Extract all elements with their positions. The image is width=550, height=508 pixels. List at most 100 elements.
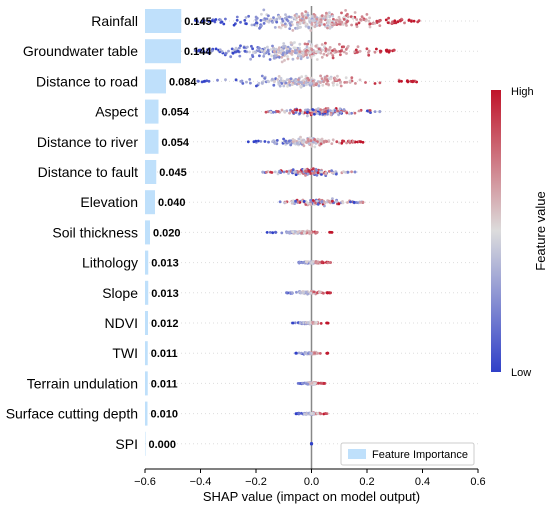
shap-point	[320, 200, 324, 203]
shap-point	[320, 43, 324, 46]
shap-point	[291, 29, 295, 32]
shap-point	[250, 44, 253, 48]
shap-point	[394, 21, 398, 25]
shap-point	[330, 169, 333, 173]
shap-point	[272, 83, 276, 87]
shap-point	[339, 110, 343, 114]
shap-point	[272, 47, 276, 51]
importance-value: 0.045	[159, 167, 187, 179]
shap-point	[322, 382, 326, 385]
shap-point	[306, 321, 310, 325]
shap-point	[369, 111, 372, 114]
legend-label: Feature Importance	[372, 449, 468, 461]
shap-point	[257, 49, 261, 53]
shap-point	[296, 171, 300, 174]
shap-point	[284, 139, 287, 143]
importance-bar	[145, 69, 166, 94]
importance-value: 0.084	[169, 76, 197, 88]
shap-point	[320, 14, 324, 17]
colorbar-title: Feature value	[533, 191, 548, 271]
shap-point	[282, 137, 285, 141]
shap-point	[296, 56, 300, 60]
shap-point	[312, 167, 315, 171]
feature-label: Distance to road	[36, 73, 138, 89]
shap-point	[323, 23, 326, 26]
shap-point	[285, 291, 288, 295]
shap-point	[245, 22, 248, 26]
shap-point	[390, 22, 394, 25]
shap-point	[327, 139, 331, 142]
shap-point	[318, 291, 321, 294]
shap-point	[340, 20, 344, 24]
shap-point	[263, 140, 267, 143]
shap-point	[298, 172, 302, 176]
shap-point	[251, 55, 255, 58]
shap-point	[255, 84, 258, 88]
shap-point	[318, 80, 322, 84]
shap-point	[294, 351, 298, 355]
x-axis-label: SHAP value (impact on model output)	[203, 489, 420, 504]
shap-point	[300, 75, 304, 79]
shap-point	[302, 138, 306, 142]
shap-point	[289, 77, 293, 81]
importance-bar	[145, 341, 148, 366]
shap-point	[379, 49, 383, 53]
shap-point	[344, 76, 348, 80]
shap-point	[368, 25, 372, 29]
shap-point	[298, 290, 302, 294]
shap-point	[337, 113, 340, 117]
shap-point	[321, 48, 325, 52]
shap-point	[289, 15, 293, 19]
shap-point	[308, 172, 312, 175]
shap-point	[314, 261, 318, 265]
shap-point	[336, 109, 339, 113]
shap-point	[322, 291, 325, 295]
shap-point	[239, 20, 242, 24]
shap-point	[325, 11, 328, 15]
shap-point	[297, 261, 301, 264]
shap-point	[365, 47, 369, 51]
shap-point	[260, 12, 263, 16]
shap-point	[367, 19, 371, 23]
shap-point	[315, 58, 319, 61]
shap-point	[238, 54, 242, 58]
legend-box	[340, 442, 475, 466]
shap-point	[310, 23, 314, 26]
shap-point	[351, 139, 355, 143]
shap-point	[328, 25, 332, 29]
shap-point	[283, 59, 286, 62]
shap-point	[319, 108, 322, 112]
shap-point	[320, 137, 324, 141]
shap-point	[307, 16, 311, 20]
shap-point	[304, 10, 308, 14]
shap-point	[346, 15, 350, 19]
shap-point	[304, 174, 307, 177]
shap-point	[261, 170, 265, 174]
shap-point	[285, 109, 289, 113]
shap-point	[309, 352, 313, 355]
importance-value: 0.144	[184, 46, 212, 58]
shap-point	[260, 24, 263, 28]
shap-point	[316, 137, 320, 141]
shap-point	[279, 76, 283, 80]
shap-point	[323, 204, 326, 208]
shap-point	[252, 50, 255, 54]
shap-point	[293, 51, 297, 55]
shap-point	[262, 22, 266, 25]
shap-point	[289, 41, 293, 45]
shap-point	[224, 17, 227, 21]
shap-point	[312, 171, 316, 175]
shap-point	[288, 47, 292, 51]
shap-point	[276, 78, 279, 81]
shap-point	[271, 44, 274, 48]
shap-point	[286, 84, 289, 88]
x-tick-label: 0.6	[470, 476, 485, 488]
shap-point	[299, 84, 303, 88]
shap-point	[338, 42, 341, 46]
shap-point	[317, 381, 320, 385]
shap-point	[247, 14, 251, 18]
shap-point	[255, 21, 258, 25]
shap-point	[310, 54, 314, 58]
shap-point	[302, 231, 306, 235]
shap-point	[323, 76, 327, 79]
